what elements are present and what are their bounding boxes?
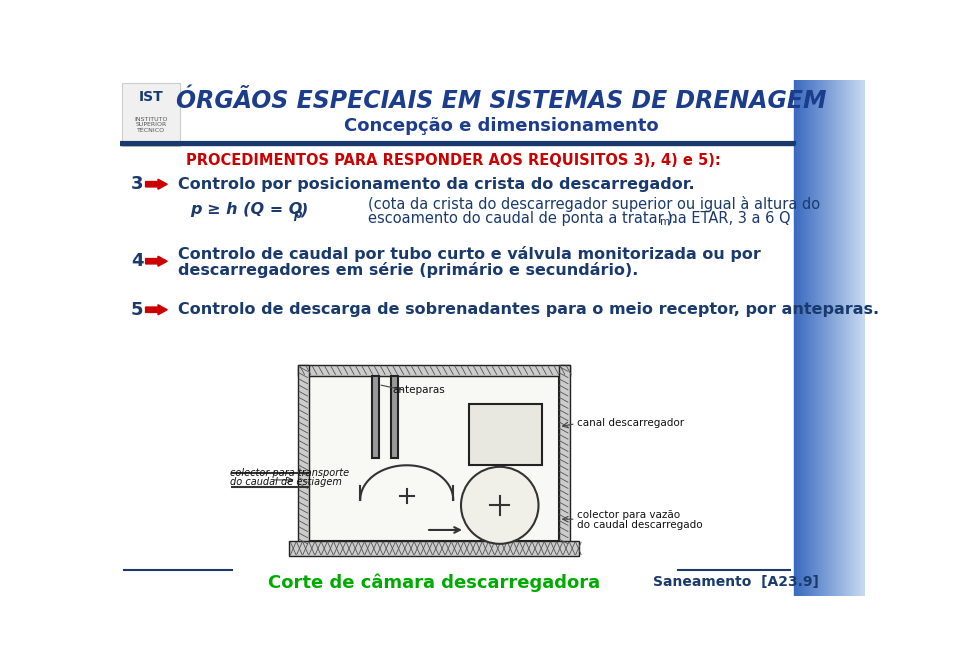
Text: do caudal de estiagem: do caudal de estiagem — [230, 477, 342, 487]
Text: Corte de câmara descarregadora: Corte de câmara descarregadora — [268, 573, 600, 591]
Bar — [309, 376, 559, 541]
Text: anteparas: anteparas — [392, 385, 444, 395]
Bar — [295, 361, 573, 561]
Circle shape — [461, 467, 539, 544]
Text: descarregadores em série (primário e secundário).: descarregadores em série (primário e sec… — [179, 262, 638, 278]
Text: ÓRGÃOS ESPECIAIS EM SISTEMAS DE DRENAGEM: ÓRGÃOS ESPECIAIS EM SISTEMAS DE DRENAGEM — [176, 89, 827, 113]
Bar — [372, 376, 379, 458]
Text: ).: ). — [667, 211, 678, 225]
Text: p ≥ h (Q = Q: p ≥ h (Q = Q — [190, 202, 302, 217]
Bar — [559, 365, 569, 543]
Text: 5: 5 — [131, 301, 143, 318]
Text: do caudal descarregado: do caudal descarregado — [577, 520, 703, 531]
Text: INSTITUTO
SUPERIOR
TÉCNICO: INSTITUTO SUPERIOR TÉCNICO — [134, 116, 168, 133]
Text: colector para vazão: colector para vazão — [577, 510, 681, 520]
Text: 3: 3 — [131, 175, 143, 193]
Text: Saneamento  [A23.9]: Saneamento [A23.9] — [653, 575, 819, 589]
Bar — [392, 376, 398, 458]
Text: ): ) — [300, 202, 308, 217]
Text: escoamento do caudal de ponta a tratar na ETAR, 3 a 6 Q: escoamento do caudal de ponta a tratar n… — [368, 211, 791, 225]
Text: m: m — [660, 217, 670, 227]
Text: (cota da crista do descarregador superior ou igual à altura do: (cota da crista do descarregador superio… — [368, 196, 820, 212]
Text: Controlo por posicionamento da crista do descarregador.: Controlo por posicionamento da crista do… — [179, 177, 695, 192]
Text: 4: 4 — [131, 252, 143, 270]
Bar — [299, 365, 309, 543]
Text: Controlo de caudal por tubo curto e válvula monitorizada ou por: Controlo de caudal por tubo curto e válv… — [179, 246, 761, 262]
Text: Controlo de descarga de sobrenadantes para o meio receptor, por anteparas.: Controlo de descarga de sobrenadantes pa… — [179, 302, 879, 317]
Text: Concepção e dimensionamento: Concepção e dimensionamento — [344, 118, 659, 136]
Bar — [289, 541, 579, 556]
Text: p: p — [294, 208, 302, 221]
Bar — [122, 82, 180, 146]
FancyArrow shape — [146, 179, 167, 189]
FancyArrow shape — [146, 256, 167, 266]
Bar — [299, 365, 569, 376]
Text: IST: IST — [138, 90, 163, 104]
Text: canal descarregador: canal descarregador — [577, 418, 684, 428]
FancyArrow shape — [146, 305, 167, 314]
Bar — [468, 403, 542, 465]
Text: colector para transporte: colector para transporte — [230, 468, 349, 478]
Text: PROCEDIMENTOS PARA RESPONDER AOS REQUISITOS 3), 4) e 5):: PROCEDIMENTOS PARA RESPONDER AOS REQUISI… — [186, 153, 721, 168]
